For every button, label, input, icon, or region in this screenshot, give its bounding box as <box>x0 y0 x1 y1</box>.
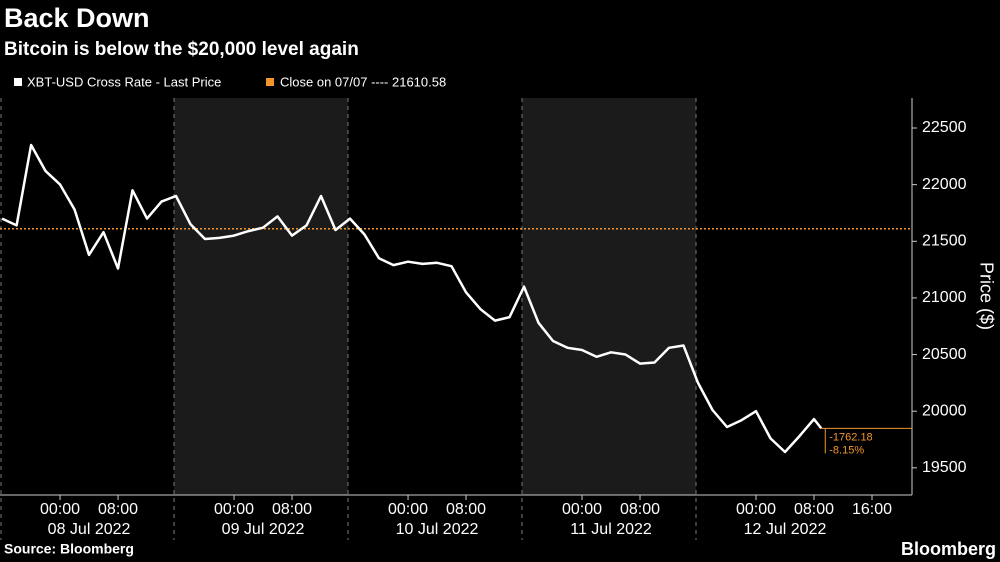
chart-title: Back Down <box>4 3 150 33</box>
brand: Bloomberg <box>901 539 996 559</box>
x-group-label: 12 Jul 2022 <box>744 521 827 538</box>
x-tick-label: 08:00 <box>794 501 834 518</box>
chart-subtitle: Bitcoin is below the $20,000 level again <box>4 39 359 60</box>
x-tick-label: 08:00 <box>98 501 138 518</box>
y-tick-label: 21500 <box>922 233 967 250</box>
annotation: -8.15% <box>829 444 864 456</box>
shaded-band <box>174 98 348 495</box>
x-tick-label: 00:00 <box>40 501 80 518</box>
y-tick-label: 22000 <box>922 176 967 193</box>
x-group-label: 10 Jul 2022 <box>396 521 479 538</box>
x-tick-label: 00:00 <box>214 501 254 518</box>
x-tick-label: 00:00 <box>736 501 776 518</box>
x-group-label: 11 Jul 2022 <box>570 521 652 538</box>
legend-label: Close on 07/07 ---- 21610.58 <box>280 74 446 89</box>
x-tick-label: 00:00 <box>562 501 602 518</box>
x-tick-label: 16:00 <box>852 501 892 518</box>
y-tick-label: 20000 <box>922 402 967 419</box>
x-tick-label: 08:00 <box>446 501 486 518</box>
annotation: -1762.18 <box>829 431 872 443</box>
y-tick-label: 22500 <box>922 119 967 136</box>
x-group-label: 08 Jul 2022 <box>48 521 131 538</box>
legend-label: XBT-USD Cross Rate - Last Price <box>27 74 221 89</box>
x-tick-label: 08:00 <box>272 501 312 518</box>
price-line <box>1 143 823 454</box>
legend-swatch <box>266 78 274 86</box>
x-tick-label: 08:00 <box>620 501 660 518</box>
legend-swatch <box>14 78 22 86</box>
y-tick-label: 19500 <box>922 459 967 476</box>
shaded-band <box>522 98 696 495</box>
y-tick-label: 21000 <box>922 289 967 306</box>
x-group-label: 09 Jul 2022 <box>222 521 305 538</box>
y-axis-label: Price ($) <box>976 262 996 330</box>
source: Source: Bloomberg <box>4 541 134 557</box>
y-tick-label: 20500 <box>922 346 967 363</box>
x-tick-label: 00:00 <box>388 501 428 518</box>
